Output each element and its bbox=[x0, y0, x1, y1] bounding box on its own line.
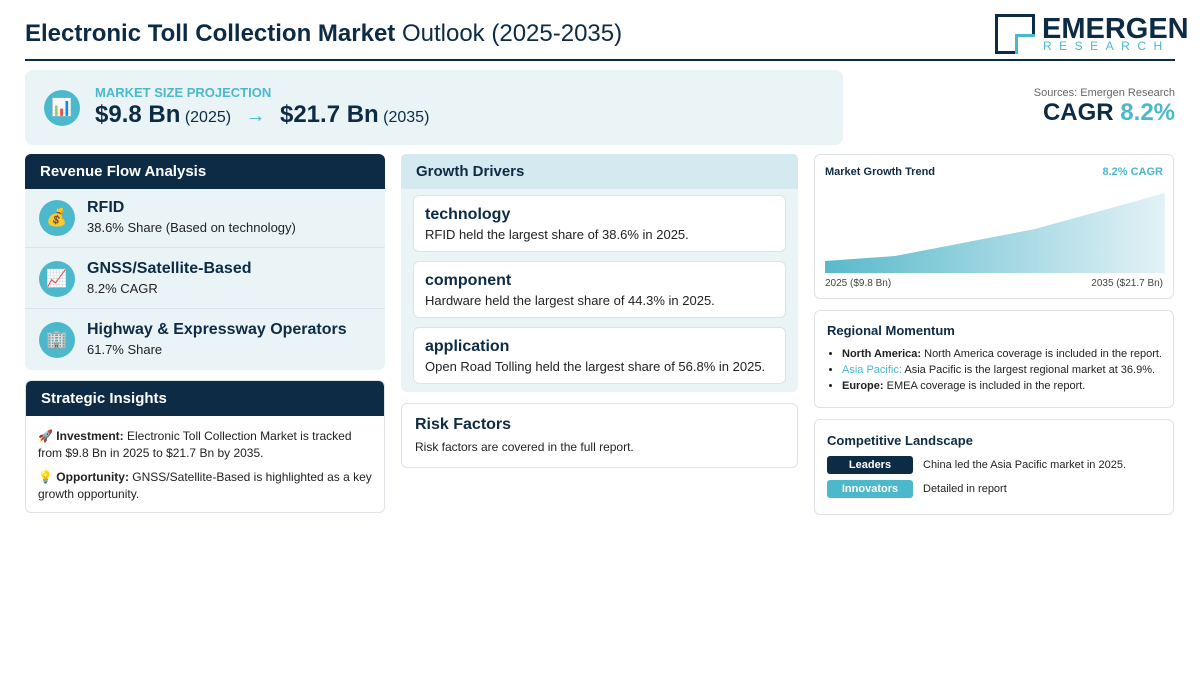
tag: Innovators bbox=[827, 480, 913, 498]
driver-text: RFID held the largest share of 38.6% in … bbox=[425, 227, 689, 242]
insight-text: Electronic Toll Collection Market is tra… bbox=[38, 429, 352, 460]
insight-icon: 🚀 bbox=[38, 429, 53, 443]
logo-text: EMERGEN bbox=[1042, 13, 1189, 45]
driver-text: Open Road Tolling held the largest share… bbox=[425, 359, 766, 374]
insight-label: Opportunity: bbox=[56, 470, 129, 484]
header-rule bbox=[25, 59, 1175, 61]
section-title: Risk Factors bbox=[415, 416, 512, 433]
item-name: GNSS/Satellite-Based bbox=[87, 260, 252, 277]
strategic-insights: Strategic Insights 🚀 Investment: Electro… bbox=[25, 380, 385, 513]
revenue-item: 🏢 Highway & Expressway Operators 61.7% Sha… bbox=[25, 309, 385, 370]
risk-factors: Risk Factors Risk factors are covered in… bbox=[401, 403, 798, 468]
item-icon: 📈 bbox=[39, 261, 75, 297]
region-label: Asia Pacific: bbox=[842, 364, 902, 376]
region-item: Asia Pacific: Asia Pacific is the larges… bbox=[842, 364, 1165, 376]
section-title: Competitive Landscape bbox=[827, 433, 973, 448]
item-icon: 🏢 bbox=[39, 322, 75, 358]
region-label: North America: bbox=[842, 348, 922, 360]
insight-text: GNSS/Satellite-Based is highlighted as a… bbox=[38, 470, 372, 501]
risk-text: Risk factors are covered in the full rep… bbox=[415, 440, 634, 454]
revenue-item: 💰 RFID 38.6% Share (Based on technology) bbox=[25, 187, 385, 248]
driver-card: application Open Road Tolling held the la… bbox=[413, 327, 786, 384]
trend-end: 2035 ($21.7 Bn) bbox=[1091, 278, 1163, 289]
page-title: Electronic Toll Collection Market Outloo… bbox=[25, 20, 622, 48]
logo-icon bbox=[995, 14, 1035, 54]
section-header: Revenue Flow Analysis bbox=[25, 154, 385, 189]
section-header: Strategic Insights bbox=[26, 381, 384, 416]
region-item: North America: North America coverage is… bbox=[842, 348, 1165, 360]
item-icon: 💰 bbox=[39, 200, 75, 236]
regional-momentum: Regional Momentum North America: North A… bbox=[814, 310, 1174, 408]
projection-box: 📊 MARKET SIZE PROJECTION $9.8 Bn (2025) … bbox=[25, 70, 843, 145]
insight: 🚀 Investment: Electronic Toll Collection… bbox=[38, 428, 372, 462]
driver-card: technology RFID held the largest share of… bbox=[413, 195, 786, 252]
source: Sources: Emergen Research bbox=[1033, 87, 1175, 99]
competitor-text: China led the Asia Pacific market in 202… bbox=[923, 459, 1127, 471]
competitive-landscape: Competitive Landscape Leaders China led t… bbox=[814, 419, 1174, 515]
competitor-row: Innovators Detailed in report bbox=[827, 480, 1007, 498]
region-text: EMEA coverage is included in the report. bbox=[886, 380, 1086, 392]
logo-sub: RESEARCH bbox=[1043, 39, 1170, 53]
cagr-value: 8.2% bbox=[1120, 99, 1175, 126]
section-title: Regional Momentum bbox=[827, 323, 955, 338]
projection-label: MARKET SIZE PROJECTION bbox=[95, 85, 272, 100]
title-rest: Outlook (2025-2035) bbox=[401, 20, 623, 47]
trend-badge: 8.2% CAGR bbox=[1102, 166, 1163, 178]
region-text: Asia Pacific is the largest regional mar… bbox=[904, 364, 1156, 376]
projection-values: $9.8 Bn (2025) → $21.7 Bn (2035) bbox=[95, 101, 429, 129]
driver-name: technology bbox=[425, 206, 511, 223]
insight-label: Investment: bbox=[56, 429, 124, 443]
insight: 💡 Opportunity: GNSS/Satellite-Based is h… bbox=[38, 469, 372, 503]
end-year: (2035) bbox=[383, 109, 430, 126]
revenue-item: 📈 GNSS/Satellite-Based 8.2% CAGR bbox=[25, 248, 385, 309]
arrow: → bbox=[245, 105, 266, 127]
item-name: Highway & Expressway Operators bbox=[87, 321, 347, 338]
revenue-flow: Revenue Flow Analysis 💰 RFID 38.6% Share (… bbox=[25, 154, 385, 370]
trend-area bbox=[825, 193, 1165, 273]
growth-drivers: Growth Drivers technology RFID held the l… bbox=[401, 154, 798, 392]
region-label: Europe: bbox=[842, 380, 884, 392]
end-value: $21.7 Bn bbox=[279, 101, 379, 128]
region-item: Europe: EMEA coverage is included in the… bbox=[842, 380, 1165, 392]
driver-name: component bbox=[425, 272, 512, 289]
title-bold: Electronic Toll Collection Market bbox=[25, 20, 396, 47]
trend-title: Market Growth Trend bbox=[825, 166, 936, 178]
cagr-label: CAGR bbox=[1042, 99, 1114, 126]
item-name: RFID bbox=[87, 199, 125, 216]
tag: Leaders bbox=[827, 456, 913, 474]
item-detail: 38.6% Share (Based on technology) bbox=[87, 220, 296, 235]
region-list: North America: North America coverage is… bbox=[815, 348, 1165, 396]
start-year: (2025) bbox=[184, 109, 232, 126]
item-detail: 8.2% CAGR bbox=[87, 281, 158, 296]
item-detail: 61.7% Share bbox=[87, 342, 163, 357]
start-value: $9.8 Bn bbox=[95, 101, 181, 128]
driver-text: Hardware held the largest share of 44.3%… bbox=[425, 293, 715, 308]
section-header: Growth Drivers bbox=[401, 154, 798, 189]
insight-icon: 💡 bbox=[38, 470, 53, 484]
driver-card: component Hardware held the largest share… bbox=[413, 261, 786, 318]
competitor-text: Detailed in report bbox=[923, 483, 1007, 495]
region-text: North America coverage is included in th… bbox=[924, 348, 1162, 360]
trend-start: 2025 ($9.8 Bn) bbox=[825, 278, 892, 289]
trend-graphic bbox=[825, 193, 1165, 273]
trend-card: Market Growth Trend 8.2% CAGR 2025 ($9.8… bbox=[814, 154, 1174, 299]
driver-name: application bbox=[425, 338, 510, 355]
projection-icon: 📊 bbox=[44, 90, 80, 126]
competitor-row: Leaders China led the Asia Pacific market… bbox=[827, 456, 1126, 474]
cagr: CAGR 8.2% bbox=[1043, 99, 1175, 127]
